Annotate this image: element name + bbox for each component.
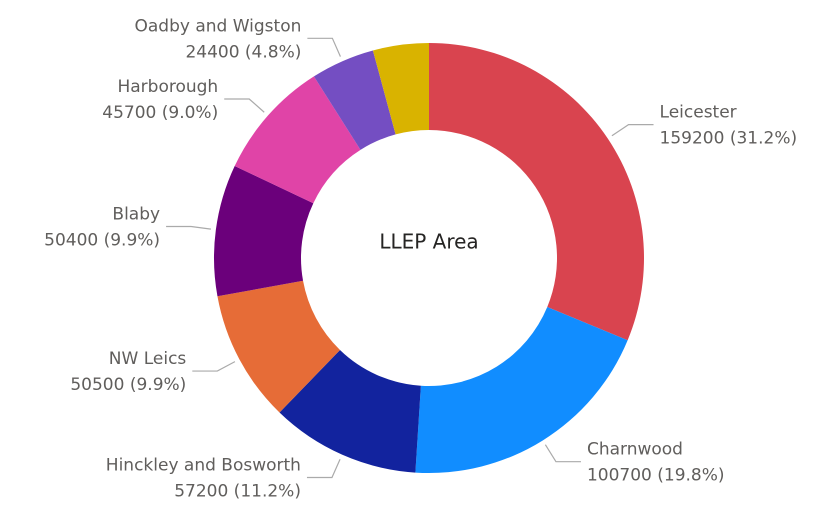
donut-slice	[415, 306, 628, 473]
leader-line	[166, 225, 211, 230]
donut-slice	[372, 43, 429, 135]
donut-slice	[217, 280, 340, 413]
value-label: 45700 (9.0%)	[102, 103, 218, 123]
slice-label: Harborough	[117, 77, 218, 97]
slice-label: NW Leics	[109, 349, 187, 369]
slice-label: Leicester	[660, 103, 737, 123]
slice-label: Hinckley and Bosworth	[106, 456, 301, 476]
donut-slice	[429, 43, 645, 341]
center-label: LLEP Area	[379, 230, 478, 254]
leader-line	[306, 458, 341, 479]
donut-slice	[214, 165, 314, 297]
donut-slice	[234, 76, 361, 204]
leader-line	[192, 361, 236, 372]
value-label: 100700 (19.8%)	[587, 466, 725, 486]
value-label: 24400 (4.8%)	[185, 42, 301, 62]
leader-line	[307, 37, 341, 57]
donut-slice	[279, 349, 421, 473]
slice-label: Oadby and Wigston	[134, 16, 301, 36]
slice-label: Charnwood	[587, 440, 683, 460]
leader-line	[544, 444, 581, 463]
value-label: 50400 (9.9%)	[44, 230, 160, 250]
value-label: 57200 (11.2%)	[174, 482, 301, 502]
leader-line	[611, 124, 654, 137]
value-label: 159200 (31.2%)	[660, 129, 798, 149]
value-label: 50500 (9.9%)	[70, 375, 186, 395]
slice-label: Blaby	[112, 204, 160, 224]
donut-slice	[313, 50, 396, 150]
leader-line	[224, 98, 265, 113]
